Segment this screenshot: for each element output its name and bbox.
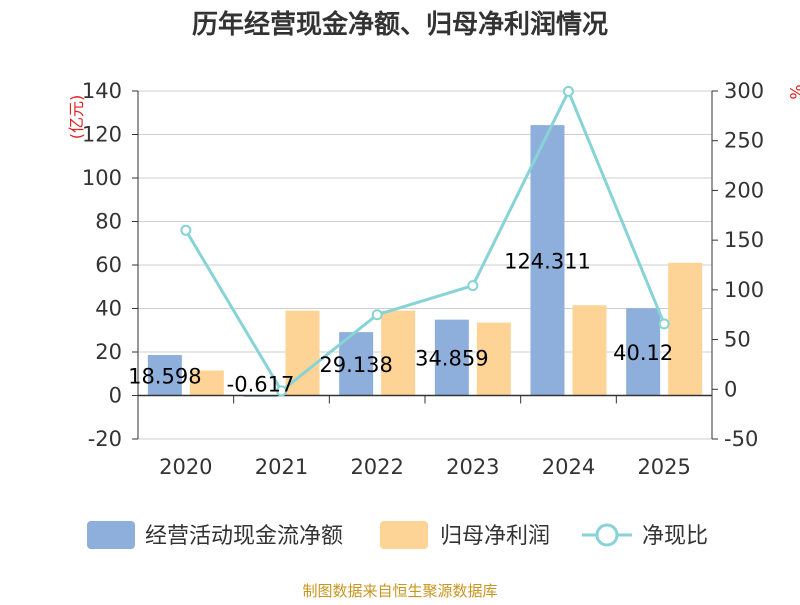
x-tick-label: 2020 xyxy=(159,455,212,479)
y-right-tick-label: 0 xyxy=(724,377,737,401)
legend-item-ratio[interactable]: 净现比 xyxy=(582,523,708,549)
axes xyxy=(137,91,713,439)
line-ratio xyxy=(184,87,666,394)
bar-profit xyxy=(381,310,416,396)
x-tick-label: 2023 xyxy=(446,455,499,479)
x-axis: 2020 2021 2022 2023 2024 2025 xyxy=(159,455,691,479)
x-tick-label: 2021 xyxy=(255,455,308,479)
data-label-cashflow: -0.617 xyxy=(227,373,295,397)
data-label-cashflow: 40.12 xyxy=(613,341,673,365)
y-right-tick-label: -50 xyxy=(724,427,758,451)
point-ratio xyxy=(563,85,574,97)
data-labels: 18.598 -0.617 29.138 34.859 124.311 40.12 xyxy=(128,249,673,396)
data-label-cashflow: 18.598 xyxy=(128,364,201,388)
legend-swatch-cashflow xyxy=(87,521,135,549)
data-label-cashflow: 29.138 xyxy=(319,353,392,377)
y-left-tick-label: 140 xyxy=(82,79,122,103)
y-right-tick-label: 250 xyxy=(724,129,764,153)
legend-swatch-profit xyxy=(380,521,428,549)
bar-cashflow xyxy=(147,355,182,396)
line-series xyxy=(180,85,670,397)
bar-cashflow xyxy=(339,332,374,396)
legend-label-ratio: 净现比 xyxy=(642,524,708,549)
bar-profit xyxy=(572,305,607,396)
legend-label-cashflow: 经营活动现金流净额 xyxy=(145,524,343,549)
y-right-tick-label: 150 xyxy=(724,228,764,252)
y-left-tick-label: -20 xyxy=(88,427,122,451)
legend-marker-ratio xyxy=(595,523,619,547)
y-left-axis: -20 0 20 40 60 80 100 120 140 xyxy=(82,79,138,451)
point-ratio xyxy=(467,280,479,292)
x-tick-label: 2025 xyxy=(637,455,690,479)
y-left-tick-label: 40 xyxy=(95,297,122,321)
gridlines xyxy=(138,90,712,440)
legend-item-cashflow[interactable]: 经营活动现金流净额 xyxy=(87,521,343,549)
bar-cashflow xyxy=(626,308,661,396)
point-ratio xyxy=(658,318,670,330)
y-right-tick-label: 200 xyxy=(724,178,764,202)
y-left-tick-label: 100 xyxy=(82,166,122,190)
bar-cashflow xyxy=(530,125,565,396)
y-left-tick-label: 0 xyxy=(109,384,122,408)
bar-profit xyxy=(189,370,224,396)
y-right-tick-label: 300 xyxy=(724,79,764,103)
y-left-tick-label: 120 xyxy=(82,123,122,147)
y-right-unit: % xyxy=(786,84,800,99)
data-source: 制图数据来自恒生聚源数据库 xyxy=(302,582,497,600)
point-ratio xyxy=(276,385,287,397)
bar-profit xyxy=(476,322,511,396)
y-right-tick-label: 50 xyxy=(724,328,751,352)
bar-cashflow xyxy=(434,319,469,396)
x-tick-label: 2024 xyxy=(542,455,595,479)
chart-title: 历年经营现金净额、归母净利润情况 xyxy=(192,9,608,40)
data-label-cashflow: 124.311 xyxy=(504,249,591,273)
y-right-axis: -50 0 50 100 150 200 250 300 xyxy=(712,79,764,451)
data-label-cashflow: 34.859 xyxy=(415,347,488,371)
y-left-tick-label: 20 xyxy=(95,340,122,364)
y-left-tick-label: 80 xyxy=(95,210,122,234)
legend-item-profit[interactable]: 归母净利润 xyxy=(380,521,550,549)
y-left-unit: (亿元) xyxy=(67,95,86,140)
y-right-tick-label: 100 xyxy=(724,278,764,302)
bar-profit xyxy=(668,262,703,396)
x-tick-label: 2022 xyxy=(350,455,403,479)
point-ratio xyxy=(371,309,383,321)
point-ratio xyxy=(180,224,192,236)
legend-label-profit: 归母净利润 xyxy=(440,524,550,549)
y-left-tick-label: 60 xyxy=(95,253,122,277)
legend[interactable]: 经营活动现金流净额 归母净利润 净现比 xyxy=(87,521,708,549)
